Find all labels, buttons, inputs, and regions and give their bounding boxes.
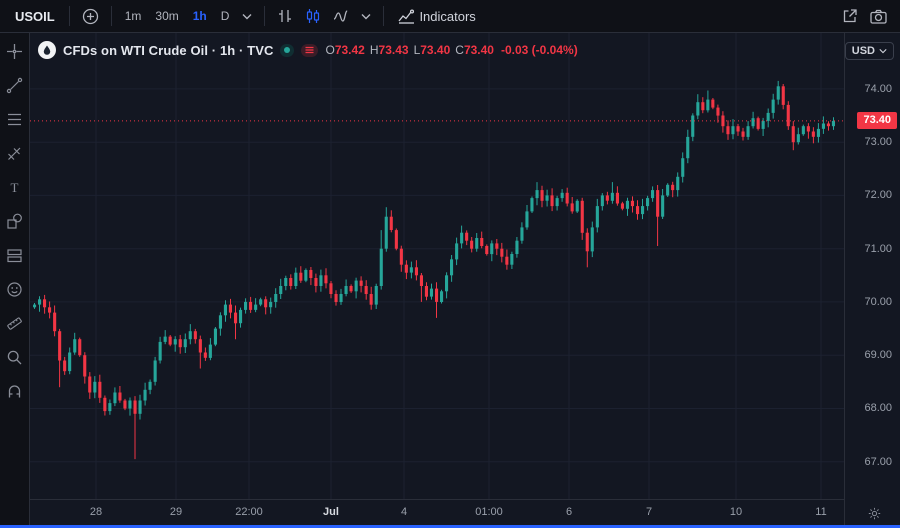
- change-value: -0.03 (-0.04%): [500, 43, 578, 57]
- price-label: 73.00: [864, 136, 892, 149]
- chevron-down-icon: [879, 49, 887, 54]
- open-label: O: [325, 43, 335, 57]
- low-label: L: [413, 43, 421, 57]
- chart-legend: CFDs on WTI Crude Oil · 1h · TVC O73.42 …: [38, 41, 578, 59]
- close-value: 73.40: [463, 43, 494, 57]
- zoom-icon[interactable]: [4, 347, 25, 368]
- currency-button[interactable]: USD: [844, 42, 894, 60]
- price-label: 69.00: [864, 349, 892, 362]
- long-short-position-icon[interactable]: [4, 245, 25, 266]
- price-label: 74.00: [864, 82, 892, 95]
- top-toolbar: USOIL 1m 30m 1h D: [0, 0, 900, 33]
- price-label: 72.00: [864, 189, 892, 202]
- high-label: H: [369, 43, 379, 57]
- interval-1h-button[interactable]: 1h: [187, 5, 213, 27]
- oil-drop-icon: [38, 41, 56, 59]
- interval-30m-button[interactable]: 30m: [149, 5, 184, 27]
- time-label: Jul: [323, 506, 339, 518]
- high-value: 73.43: [378, 43, 409, 57]
- interval-menu-chevron-down-icon[interactable]: [237, 9, 257, 24]
- close-label: C: [455, 43, 464, 57]
- price-label: 70.00: [864, 295, 892, 308]
- chart-title: CFDs on WTI Crude Oil · 1h · TVC: [63, 42, 274, 58]
- time-label: 6: [565, 506, 573, 518]
- line-chart-icon[interactable]: [328, 4, 354, 28]
- shapes-icon[interactable]: [4, 211, 25, 232]
- indicators-button[interactable]: Indicators: [391, 5, 482, 28]
- interval-d-button[interactable]: D: [215, 5, 236, 27]
- fib-retracement-icon[interactable]: [4, 109, 25, 130]
- main-area: T: [0, 33, 900, 525]
- indicators-label: Indicators: [419, 8, 476, 24]
- price-axis[interactable]: USD 74.00 73.00 72.00 71.00 70.00 69.00 68.00 6…: [844, 33, 900, 525]
- axis-settings-gear-icon[interactable]: [868, 507, 881, 520]
- legend-marker-red-icon[interactable]: [301, 43, 319, 57]
- chart-type-chevron-down-icon[interactable]: [356, 9, 376, 24]
- time-label: 01:00: [475, 506, 503, 518]
- pitchfork-icon[interactable]: [4, 143, 25, 164]
- candles-icon[interactable]: [300, 4, 326, 28]
- symbol-button[interactable]: USOIL: [8, 5, 62, 28]
- interval-1m-button[interactable]: 1m: [119, 5, 148, 27]
- price-label: 67.00: [864, 455, 892, 468]
- low-value: 73.40: [420, 43, 451, 57]
- bars-icon[interactable]: [272, 4, 298, 28]
- trend-line-icon[interactable]: [4, 75, 25, 96]
- toolbar-separator: [264, 6, 266, 26]
- camera-icon[interactable]: [865, 5, 892, 28]
- compare-add-icon[interactable]: [77, 4, 104, 29]
- price-label: 68.00: [864, 402, 892, 415]
- time-label: 7: [645, 506, 653, 518]
- toolbar-separator: [68, 6, 70, 26]
- time-label: 10: [729, 506, 743, 518]
- toolbar-separator: [383, 6, 385, 26]
- share-icon[interactable]: [837, 4, 863, 28]
- currency-label: USD: [851, 45, 875, 57]
- drawing-toolbar: T: [0, 33, 30, 525]
- text-icon[interactable]: T: [4, 177, 25, 198]
- time-label: 11: [815, 506, 827, 518]
- time-label: 4: [400, 506, 408, 518]
- time-label: 22:00: [235, 506, 263, 518]
- toolbar-separator: [110, 6, 112, 26]
- time-label: 29: [169, 506, 183, 518]
- time-axis[interactable]: 28 29 22:00 Jul 4 01:00 6 7 10 11: [30, 499, 844, 525]
- chart-canvas[interactable]: [30, 33, 844, 499]
- time-label: 28: [89, 506, 103, 518]
- magnet-icon[interactable]: [4, 381, 25, 402]
- emoji-icon[interactable]: [4, 279, 25, 300]
- price-label: 71.00: [864, 242, 892, 255]
- candlestick-chart[interactable]: CFDs on WTI Crude Oil · 1h · TVC O73.42 …: [30, 33, 844, 499]
- ohlc-readout: O73.42 H73.43 L73.40 C73.40 -0.03 (-0.04…: [325, 43, 577, 57]
- last-price-badge: 73.40: [857, 112, 897, 130]
- svg-text:T: T: [11, 180, 19, 195]
- legend-marker-green-icon[interactable]: [280, 43, 295, 57]
- bottom-accent-bar: [0, 525, 900, 528]
- open-value: 73.42: [334, 43, 365, 57]
- crosshair-icon[interactable]: [4, 41, 25, 62]
- indicators-icon: [398, 8, 415, 24]
- measure-icon[interactable]: [4, 313, 25, 334]
